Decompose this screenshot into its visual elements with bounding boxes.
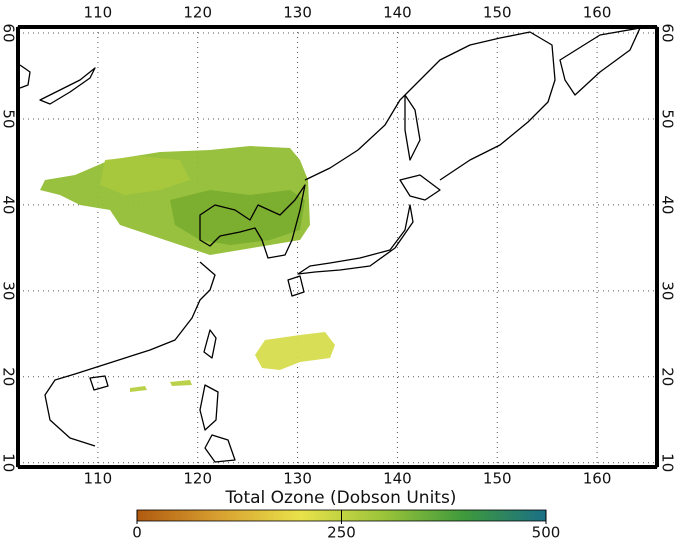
grid [18,27,657,467]
coastlines [19,27,641,463]
y-tick-label: 50 [659,109,677,128]
y-tick-label: 40 [659,195,677,214]
coastline [199,184,306,259]
y-tick-label: 50 [0,109,18,128]
x-tick-label: 160 [583,470,612,488]
colorbar-tick-label: 250 [327,524,356,542]
x-tick-label: 120 [183,470,212,488]
x-tick-label: 140 [383,470,412,488]
x-tick-label: 150 [483,4,512,22]
coastline [304,31,556,181]
x-tick-label: 110 [84,4,113,22]
y-tick-label: 60 [659,23,677,42]
x-tick-label: 120 [183,4,212,22]
colorbar-tick-label: 0 [132,524,142,542]
y-tick-label: 40 [0,195,18,214]
y-tick-label: 30 [659,281,677,300]
y-tick-label: 10 [0,453,18,472]
coastline [89,375,109,391]
ozone-patch [255,332,335,370]
x-tick-label: 140 [383,4,412,22]
coastline [559,27,641,96]
coastline [44,261,216,447]
x-tick-label: 150 [483,470,512,488]
coastline [39,67,96,105]
coastline [404,94,421,161]
coastline [199,384,236,463]
colorbar-title: Total Ozone (Dobson Units) [225,488,457,508]
ozone-patch [100,156,190,195]
y-tick-label: 20 [0,367,18,386]
map-frame [17,26,658,468]
x-tick-label: 130 [283,470,312,488]
coastline [287,275,305,297]
x-tick-label: 130 [283,4,312,22]
ozone-field [40,146,335,392]
coastline [203,329,217,359]
ozone-patch [170,190,305,245]
x-tick-label: 110 [84,470,113,488]
ozone-patch [130,380,192,392]
x-tick-label: 160 [583,4,612,22]
y-tick-label: 60 [0,23,18,42]
coastline [399,174,441,201]
y-tick-label: 10 [659,453,677,472]
colorbar-tick-label: 500 [532,524,561,542]
y-tick-label: 20 [659,367,677,386]
y-tick-label: 30 [0,281,18,300]
coastline [297,204,414,275]
coastline [19,64,31,89]
